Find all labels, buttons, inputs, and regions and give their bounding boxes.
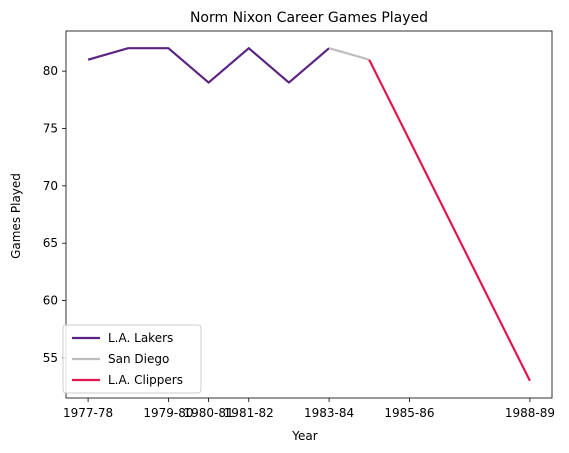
- x-axis-label: Year: [291, 429, 317, 443]
- chart-title: Norm Nixon Career Games Played: [190, 10, 428, 26]
- series-line-l-a-clippers: [368, 59, 531, 382]
- y-tick-label: 65: [43, 236, 58, 250]
- series-line-l-a-lakers: [87, 47, 330, 84]
- plot-frame: [65, 30, 553, 399]
- x-tick-label: 1980-81: [184, 406, 234, 420]
- y-axis-label: Games Played: [9, 173, 23, 259]
- y-tick-label: 75: [43, 121, 58, 135]
- x-tick-label: 1977-78: [63, 406, 113, 420]
- legend-label: L.A. Lakers: [108, 331, 173, 345]
- y-tick-label: 60: [43, 294, 58, 308]
- y-tick-label: 70: [43, 179, 58, 193]
- x-tick-label: 1988-89: [505, 406, 555, 420]
- legend-box: [62, 324, 202, 394]
- y-tick-label: 80: [43, 64, 58, 78]
- x-tick-label: 1985-86: [384, 406, 434, 420]
- legend: L.A. Lakers San Diego L.A. Clippers: [62, 324, 202, 394]
- plot-area: [65, 30, 553, 399]
- series-line-san-diego: [328, 47, 370, 61]
- y-axis: 55 60 65 70 75 80: [43, 64, 66, 365]
- x-tick-label: 1981-82: [224, 406, 274, 420]
- y-tick-label: 55: [43, 351, 58, 365]
- legend-label: L.A. Clippers: [108, 373, 183, 387]
- legend-label: San Diego: [108, 352, 169, 366]
- x-tick-label: 1979-80: [143, 406, 193, 420]
- x-tick-label: 1983-84: [304, 406, 354, 420]
- series-lines: [87, 47, 531, 382]
